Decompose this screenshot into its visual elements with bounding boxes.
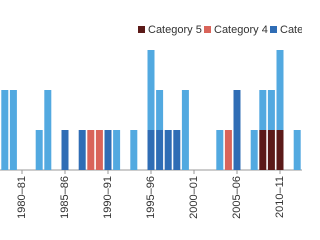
legend-swatch — [270, 26, 277, 33]
bar-segment — [164, 130, 172, 170]
bar-segment — [156, 90, 164, 130]
x-tick-label: 1980–81 — [16, 176, 28, 219]
bar-segment — [35, 130, 43, 170]
bar-segment — [147, 130, 155, 170]
bar-segment — [250, 130, 258, 170]
legend-label: Category 4 — [214, 24, 268, 36]
bar-segment — [44, 90, 52, 170]
x-tick-label: 2005–06 — [231, 176, 243, 219]
legend-label: Category 5 — [148, 24, 202, 36]
bar-segment — [267, 90, 275, 130]
legend-swatch — [138, 26, 145, 33]
legend-swatch — [204, 26, 211, 33]
bar-segment — [78, 130, 86, 170]
bar-segment — [276, 130, 284, 170]
legend-label: Category 3 — [280, 24, 302, 36]
bar-segment — [259, 90, 267, 130]
bar-segment — [233, 90, 241, 170]
bar-segment — [130, 130, 138, 170]
bar-segment — [61, 130, 69, 170]
bar-segment — [267, 130, 275, 170]
bar-segment — [259, 130, 267, 170]
bar-segment — [95, 130, 103, 170]
bar-segment — [1, 90, 9, 170]
x-tick-label: 2000–01 — [188, 176, 200, 219]
bar-segment — [216, 130, 224, 170]
x-tick-label: 1990–91 — [102, 176, 114, 219]
bar-segment — [224, 130, 232, 170]
x-tick-label: 2010–11 — [274, 176, 286, 218]
bar-segment — [104, 130, 112, 170]
bar-segment — [276, 50, 284, 130]
x-tick-label: 1995–96 — [145, 176, 157, 219]
bar-segment — [293, 130, 301, 170]
bar-segment — [147, 50, 155, 130]
x-tick-label: 1985–86 — [59, 176, 71, 219]
bar-segment — [173, 130, 181, 170]
bar-segment — [9, 90, 17, 170]
bar-segment — [181, 90, 189, 170]
bar-segment — [87, 130, 95, 170]
bar-segment — [156, 130, 164, 170]
bar-segment — [113, 130, 121, 170]
